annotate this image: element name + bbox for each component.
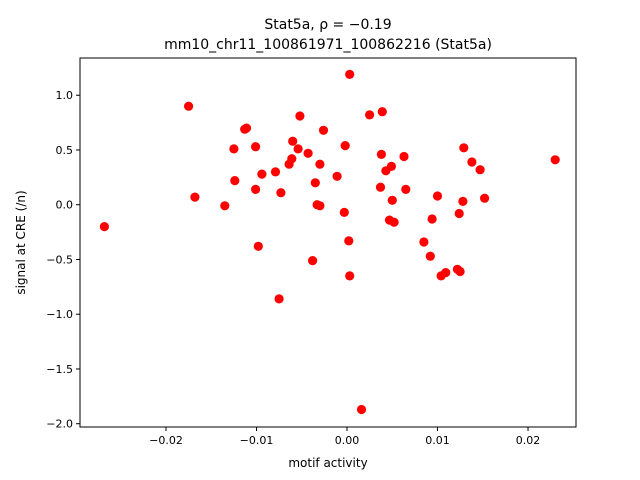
data-point [308,256,318,266]
data-point [315,201,325,211]
data-point [480,193,490,203]
y-tick-label: −1.5 [46,363,73,376]
x-tick-label: 0.00 [335,434,360,447]
data-point [220,201,230,211]
y-tick-label: 1.0 [56,89,74,102]
x-tick-label: 0.02 [516,434,541,447]
x-axis-ticks: −0.02 −0.01 0.00 0.01 0.02 [149,427,540,447]
data-point [251,142,261,152]
data-point [454,208,464,219]
data-point [253,241,263,251]
data-point [315,159,325,169]
data-point [401,184,411,194]
data-point [377,107,387,117]
data-point [276,188,286,198]
data-point [387,195,397,205]
y-tick-label: −0.5 [46,253,73,266]
data-point [467,157,477,167]
y-axis-ticks: −2.0 −1.5 −1.0 −0.5 0.0 0.5 1.0 [46,89,80,431]
data-point [332,171,342,181]
data-point [455,266,465,277]
data-point [310,178,320,188]
y-tick-label: −1.0 [46,308,73,321]
data-point [459,143,469,153]
data-point [419,237,429,247]
data-point [475,165,485,175]
data-point [376,149,386,159]
plot-area-frame [79,57,577,428]
data-point [251,184,261,194]
y-tick-label: −2.0 [46,418,73,431]
x-axis-label: motif activity [288,456,367,470]
data-point [293,144,303,154]
data-point [303,148,313,158]
data-point [339,207,349,217]
data-point [274,294,284,304]
x-tick-label: −0.02 [149,434,183,447]
chart-title-line1: Stat5a, ρ = −0.19 [264,17,391,33]
data-point [345,271,355,281]
data-point [340,141,350,151]
x-tick-label: −0.01 [240,434,274,447]
y-tick-label: 0.0 [56,199,74,212]
data-point [399,151,409,162]
data-point [257,169,267,179]
data-point [425,251,435,261]
data-point [230,176,240,186]
data-point [389,217,399,227]
data-point [441,268,451,278]
data-point [356,404,367,415]
data-point [295,111,305,121]
data-point [375,182,386,192]
data-point [344,236,354,246]
y-axis-label: signal at CRE (/n) [14,190,28,294]
data-points [99,69,560,415]
data-point [288,136,298,146]
data-point [432,191,443,201]
data-point [550,155,560,165]
data-point [99,222,109,232]
data-point [287,154,297,164]
y-tick-label: 0.5 [56,144,74,157]
chart-title-line2: mm10_chr11_100861971_100862216 (Stat5a) [164,37,492,53]
data-point [190,192,200,202]
data-point [345,69,355,79]
data-point [270,167,281,177]
data-point [241,123,252,133]
data-point [427,214,437,224]
data-point [386,161,396,171]
data-point [458,196,468,206]
data-point [184,101,194,111]
x-tick-label: 0.01 [425,434,450,447]
data-point [318,125,329,135]
data-point [365,110,375,120]
data-point [229,144,239,154]
